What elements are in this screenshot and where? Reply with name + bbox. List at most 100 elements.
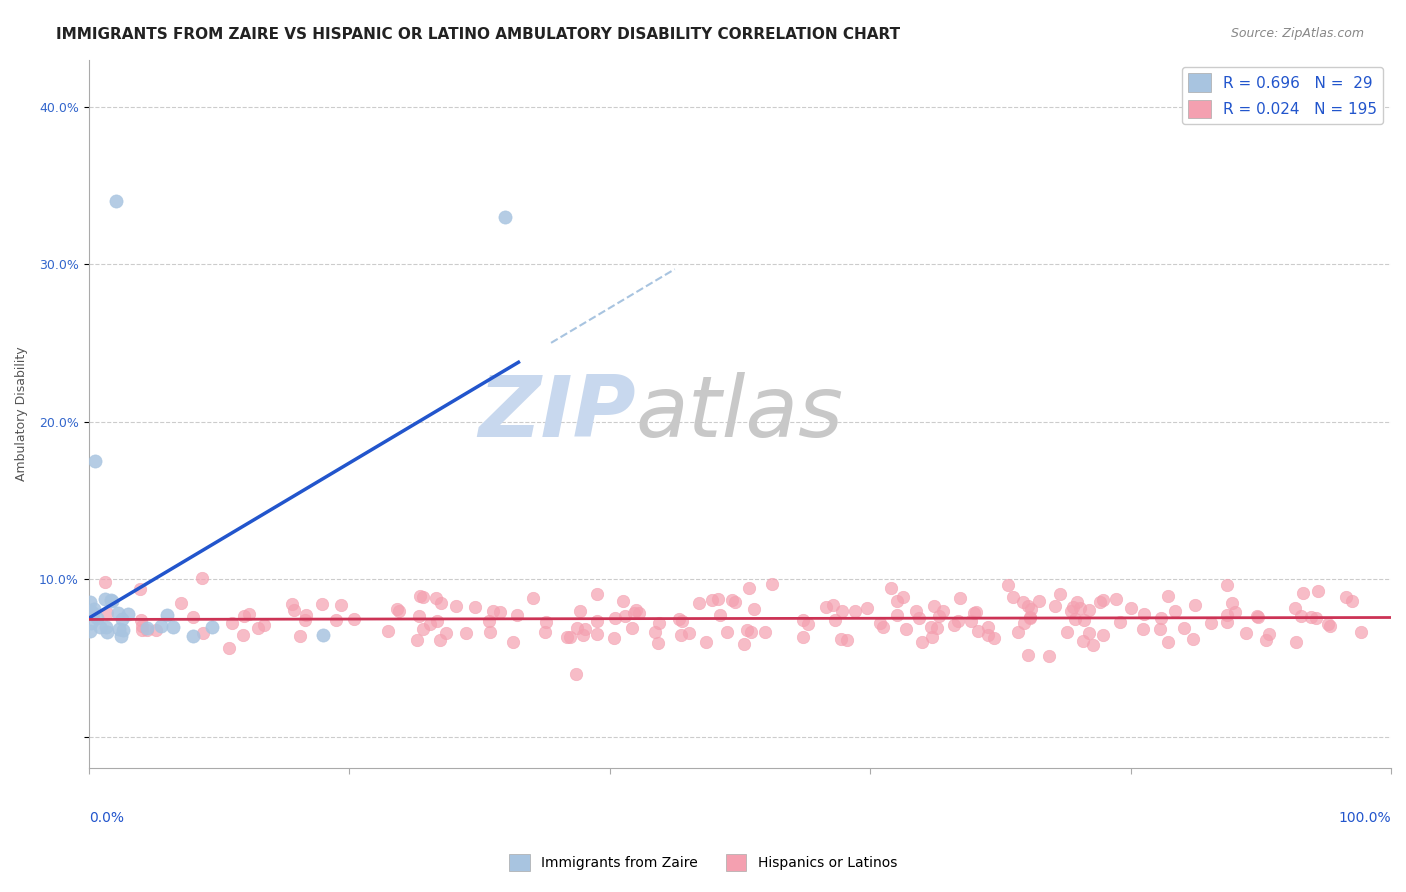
Point [1028, 594, 1050, 608]
Point [156, 608, 179, 623]
Point [1019, 610, 1042, 624]
Point [1043, 599, 1066, 613]
Point [79, 624, 101, 638]
Point [823, 598, 845, 612]
Point [908, 611, 931, 625]
Point [1316, 616, 1339, 631]
Point [129, 613, 152, 627]
Point [1247, 610, 1270, 624]
Point [620, 621, 643, 635]
Text: 100.0%: 100.0% [1339, 811, 1391, 825]
Point [1150, 611, 1173, 625]
Point [1060, 605, 1083, 619]
Point [325, 613, 347, 627]
Point [997, 578, 1019, 592]
Point [482, 604, 505, 618]
Point [162, 620, 184, 634]
Point [886, 593, 908, 607]
Point [1216, 577, 1239, 591]
Point [716, 625, 738, 640]
Point [585, 614, 607, 628]
Point [792, 613, 814, 627]
Point [831, 604, 853, 618]
Point [107, 622, 129, 636]
Text: 0.0%: 0.0% [89, 811, 124, 825]
Point [558, 630, 581, 644]
Point [880, 582, 903, 596]
Point [181, 629, 204, 643]
Point [1063, 612, 1085, 626]
Point [824, 613, 846, 627]
Point [1133, 607, 1156, 621]
Point [1184, 598, 1206, 612]
Point [856, 600, 879, 615]
Point [967, 624, 990, 638]
Text: ZIP: ZIP [478, 373, 636, 456]
Point [977, 627, 1000, 641]
Point [181, 610, 204, 624]
Point [1164, 604, 1187, 618]
Point [136, 621, 159, 635]
Point [494, 210, 516, 224]
Point [1340, 593, 1362, 607]
Point [1078, 625, 1101, 640]
Point [247, 621, 270, 635]
Point [740, 624, 762, 639]
Point [1001, 590, 1024, 604]
Point [522, 591, 544, 605]
Point [1091, 592, 1114, 607]
Point [724, 594, 747, 608]
Legend: Immigrants from Zaire, Hispanics or Latinos: Immigrants from Zaire, Hispanics or Lati… [503, 848, 903, 876]
Point [585, 627, 607, 641]
Point [942, 617, 965, 632]
Point [905, 605, 928, 619]
Point [1319, 618, 1341, 632]
Point [928, 609, 950, 624]
Point [280, 598, 302, 612]
Point [612, 593, 634, 607]
Point [1149, 622, 1171, 636]
Point [1181, 632, 1204, 646]
Point [129, 582, 152, 596]
Point [1019, 611, 1042, 625]
Point [623, 606, 645, 620]
Point [311, 598, 333, 612]
Point [111, 612, 134, 626]
Point [644, 624, 666, 639]
Point [688, 596, 710, 610]
Point [977, 620, 1000, 634]
Point [844, 604, 866, 618]
Point [932, 604, 955, 618]
Point [720, 592, 742, 607]
Point [921, 630, 943, 644]
Point [574, 622, 596, 636]
Point [79, 595, 101, 609]
Point [454, 626, 477, 640]
Point [419, 616, 441, 631]
Point [920, 620, 942, 634]
Text: atlas: atlas [636, 373, 844, 456]
Point [83, 602, 105, 616]
Point [962, 606, 984, 620]
Point [425, 591, 447, 605]
Point [312, 628, 335, 642]
Point [1066, 595, 1088, 609]
Point [1256, 632, 1278, 647]
Point [131, 623, 153, 637]
Point [922, 599, 945, 613]
Point [738, 581, 761, 595]
Point [232, 628, 254, 642]
Point [1017, 648, 1039, 663]
Point [707, 591, 730, 606]
Point [605, 610, 627, 624]
Point [572, 627, 595, 641]
Point [671, 614, 693, 628]
Point [569, 604, 592, 618]
Point [100, 592, 122, 607]
Point [669, 628, 692, 642]
Point [170, 595, 193, 609]
Point [555, 630, 578, 644]
Point [910, 635, 932, 649]
Point [444, 599, 467, 613]
Point [1071, 633, 1094, 648]
